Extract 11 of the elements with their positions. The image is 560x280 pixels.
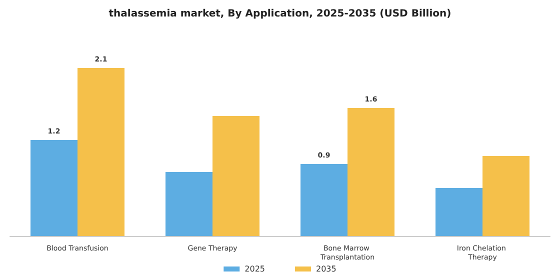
bar xyxy=(300,164,348,236)
legend-label: 2035 xyxy=(316,264,336,274)
chart-title: thalassemia market, By Application, 2025-2035 (USD Billion) xyxy=(108,8,452,20)
bar xyxy=(348,108,394,236)
bar xyxy=(30,140,78,236)
bar xyxy=(436,188,482,236)
bar xyxy=(482,156,530,236)
bar xyxy=(166,172,212,236)
legend-label: 2025 xyxy=(244,264,265,274)
bar xyxy=(78,68,124,236)
bar xyxy=(212,116,260,236)
